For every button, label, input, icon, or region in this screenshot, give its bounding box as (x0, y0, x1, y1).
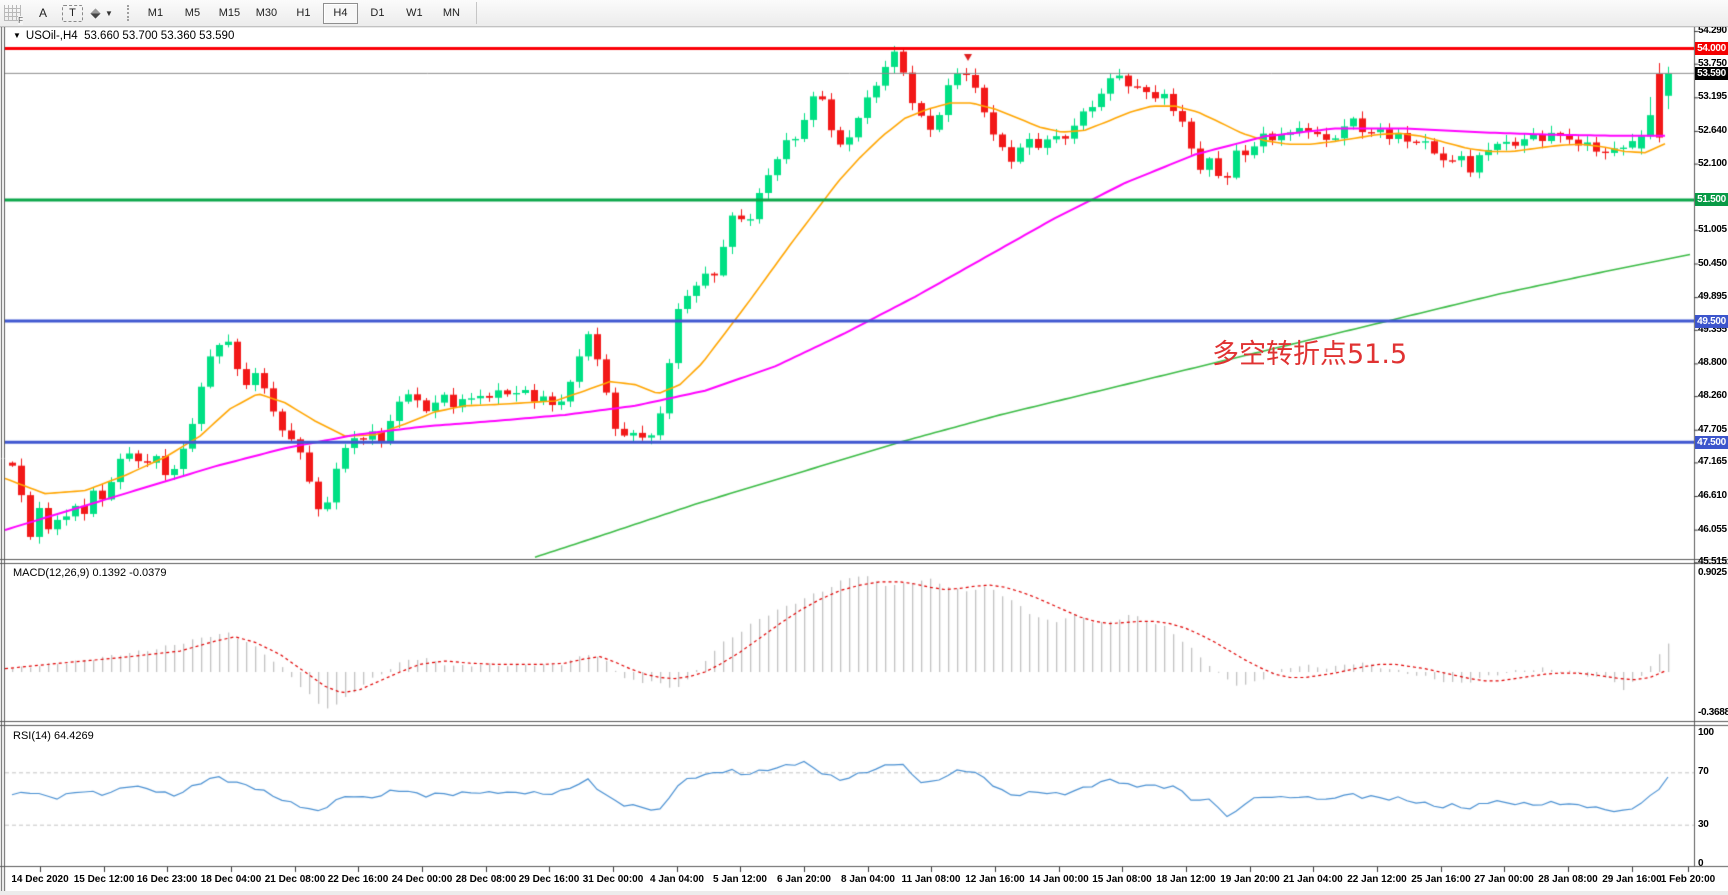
timeframe-button-M30[interactable]: M30 (255, 7, 278, 19)
price-badge-54.000: 54.000 (1695, 42, 1728, 56)
price-tick-label: 46.055 (1698, 523, 1727, 535)
time-axis-label: 18 Dec 04:00 (200, 874, 262, 885)
toolbar-drag-handle-icon[interactable]: F (4, 5, 23, 25)
rsi-indicator-label: RSI(14) 64.4269 (13, 730, 94, 742)
time-axis-label: 15 Dec 12:00 (73, 874, 135, 885)
rsi-level-label: 70 (1698, 766, 1709, 778)
time-axis-label: 11 Jan 08:00 (901, 874, 961, 885)
time-axis-label: 22 Dec 16:00 (327, 874, 389, 885)
text-label-tool-button[interactable]: A (38, 6, 47, 20)
time-axis-label: 28 Dec 08:00 (455, 874, 517, 885)
time-axis-label: 16 Dec 23:00 (136, 874, 198, 885)
price-tick-label: 48.260 (1698, 390, 1727, 402)
time-axis-label: 12 Jan 16:00 (965, 874, 1025, 885)
time-axis-label: 25 Jan 16:00 (1411, 874, 1471, 885)
timeframe-button-H4[interactable]: H4 (322, 2, 358, 24)
price-tick-label: 48.800 (1698, 357, 1727, 369)
price-badge-47.500: 47.500 (1695, 435, 1728, 449)
price-badge-53.590: 53.590 (1695, 66, 1728, 80)
time-axis-label: 8 Jan 04:00 (841, 874, 895, 885)
text-box-tool-button[interactable]: T (62, 4, 83, 22)
chinese-annotation-text: 多空转折点51.5 (1212, 339, 1408, 370)
time-axis-label: 31 Dec 00:00 (582, 874, 644, 885)
price-badge-49.500: 49.500 (1695, 314, 1728, 328)
time-axis-label: 18 Jan 12:00 (1156, 874, 1216, 885)
price-tick-label: 53.750 (1698, 57, 1727, 69)
macd-axis-min: -0.3688 (1698, 707, 1728, 718)
time-axis-label: 21 Dec 08:00 (264, 874, 326, 885)
collapse-triangle-icon[interactable]: ▼ (13, 31, 21, 40)
timeframe-button-MN[interactable]: MN (442, 7, 460, 19)
time-axis-label: 24 Dec 00:00 (391, 874, 453, 885)
rsi-level-label: 100 (1698, 727, 1714, 738)
time-axis-label: 28 Jan 08:00 (1538, 874, 1598, 885)
price-tick-label: 51.005 (1698, 223, 1727, 235)
time-axis-label: 27 Jan 00:00 (1474, 874, 1534, 885)
chevron-down-icon[interactable]: ▼ (105, 8, 113, 18)
time-axis-label: 21 Jan 04:00 (1283, 874, 1343, 885)
time-axis-label: 1 Feb 20:00 (1660, 874, 1716, 885)
price-badge-51.500: 51.500 (1695, 193, 1728, 207)
arrow-style-icon (90, 7, 101, 19)
symbol-header[interactable]: ▼ USOil-,H4 53.660 53.700 53.360 53.590 (13, 30, 234, 42)
toolbar-separator (475, 2, 477, 24)
timeframe-button-H1[interactable]: H1 (296, 7, 311, 19)
rsi-level-label: 0 (1698, 858, 1704, 869)
price-tick-label: 52.640 (1698, 124, 1727, 136)
time-axis-label: 14 Dec 2020 (11, 874, 69, 885)
price-tick-label: 54.290 (1698, 25, 1727, 36)
timeframe-button-M1[interactable]: M1 (147, 7, 164, 19)
window-bottom-strip (0, 891, 1728, 895)
timeframe-button-W1[interactable]: W1 (406, 7, 423, 19)
macd-axis-max: 0.9025 (1698, 567, 1727, 578)
timeframe-button-D1[interactable]: D1 (370, 7, 385, 19)
timeframe-button-group: M1 M5 M15 M30 H1 H4 D1 W1 MN (137, 2, 470, 24)
price-tick-label: 47.705 (1698, 423, 1727, 435)
price-tick-label: 45.515 (1698, 556, 1727, 568)
price-tick-label: 47.165 (1698, 456, 1727, 468)
time-axis-label: 19 Jan 20:00 (1220, 874, 1280, 885)
price-tick-label: 52.100 (1698, 157, 1727, 169)
price-tick-label: 50.450 (1698, 257, 1727, 269)
timeframe-button-M5[interactable]: M5 (184, 7, 201, 19)
arrow-style-tool-button[interactable]: ▼ (90, 7, 113, 19)
time-axis-label: 4 Jan 04:00 (650, 874, 704, 885)
macd-indicator-label: MACD(12,26,9) 0.1392 -0.0379 (13, 567, 167, 579)
time-axis-label: 29 Jan 16:00 (1602, 874, 1662, 885)
time-axis-label: 29 Dec 16:00 (518, 874, 580, 885)
price-tick-label: 49.895 (1698, 291, 1727, 303)
time-axis-label: 5 Jan 12:00 (713, 874, 767, 885)
time-axis-label: 15 Jan 08:00 (1092, 874, 1152, 885)
price-tick-label: 49.355 (1698, 323, 1727, 335)
toolbar-group-handle[interactable] (126, 5, 129, 21)
time-axis-label: 22 Jan 12:00 (1347, 874, 1407, 885)
top-toolbar: F A T ▼ M1 M5 M15 M30 H1 H4 D1 W1 MN (0, 0, 1728, 27)
price-tick-label: 46.610 (1698, 490, 1727, 502)
time-axis-label: 6 Jan 20:00 (777, 874, 831, 885)
symbol-header-text: USOil-,H4 53.660 53.700 53.360 53.590 (25, 30, 235, 42)
rsi-level-label: 30 (1698, 818, 1709, 830)
timeframe-button-M15[interactable]: M15 (218, 7, 241, 19)
price-tick-label: 53.195 (1698, 91, 1727, 103)
time-axis-label: 14 Jan 00:00 (1029, 874, 1089, 885)
